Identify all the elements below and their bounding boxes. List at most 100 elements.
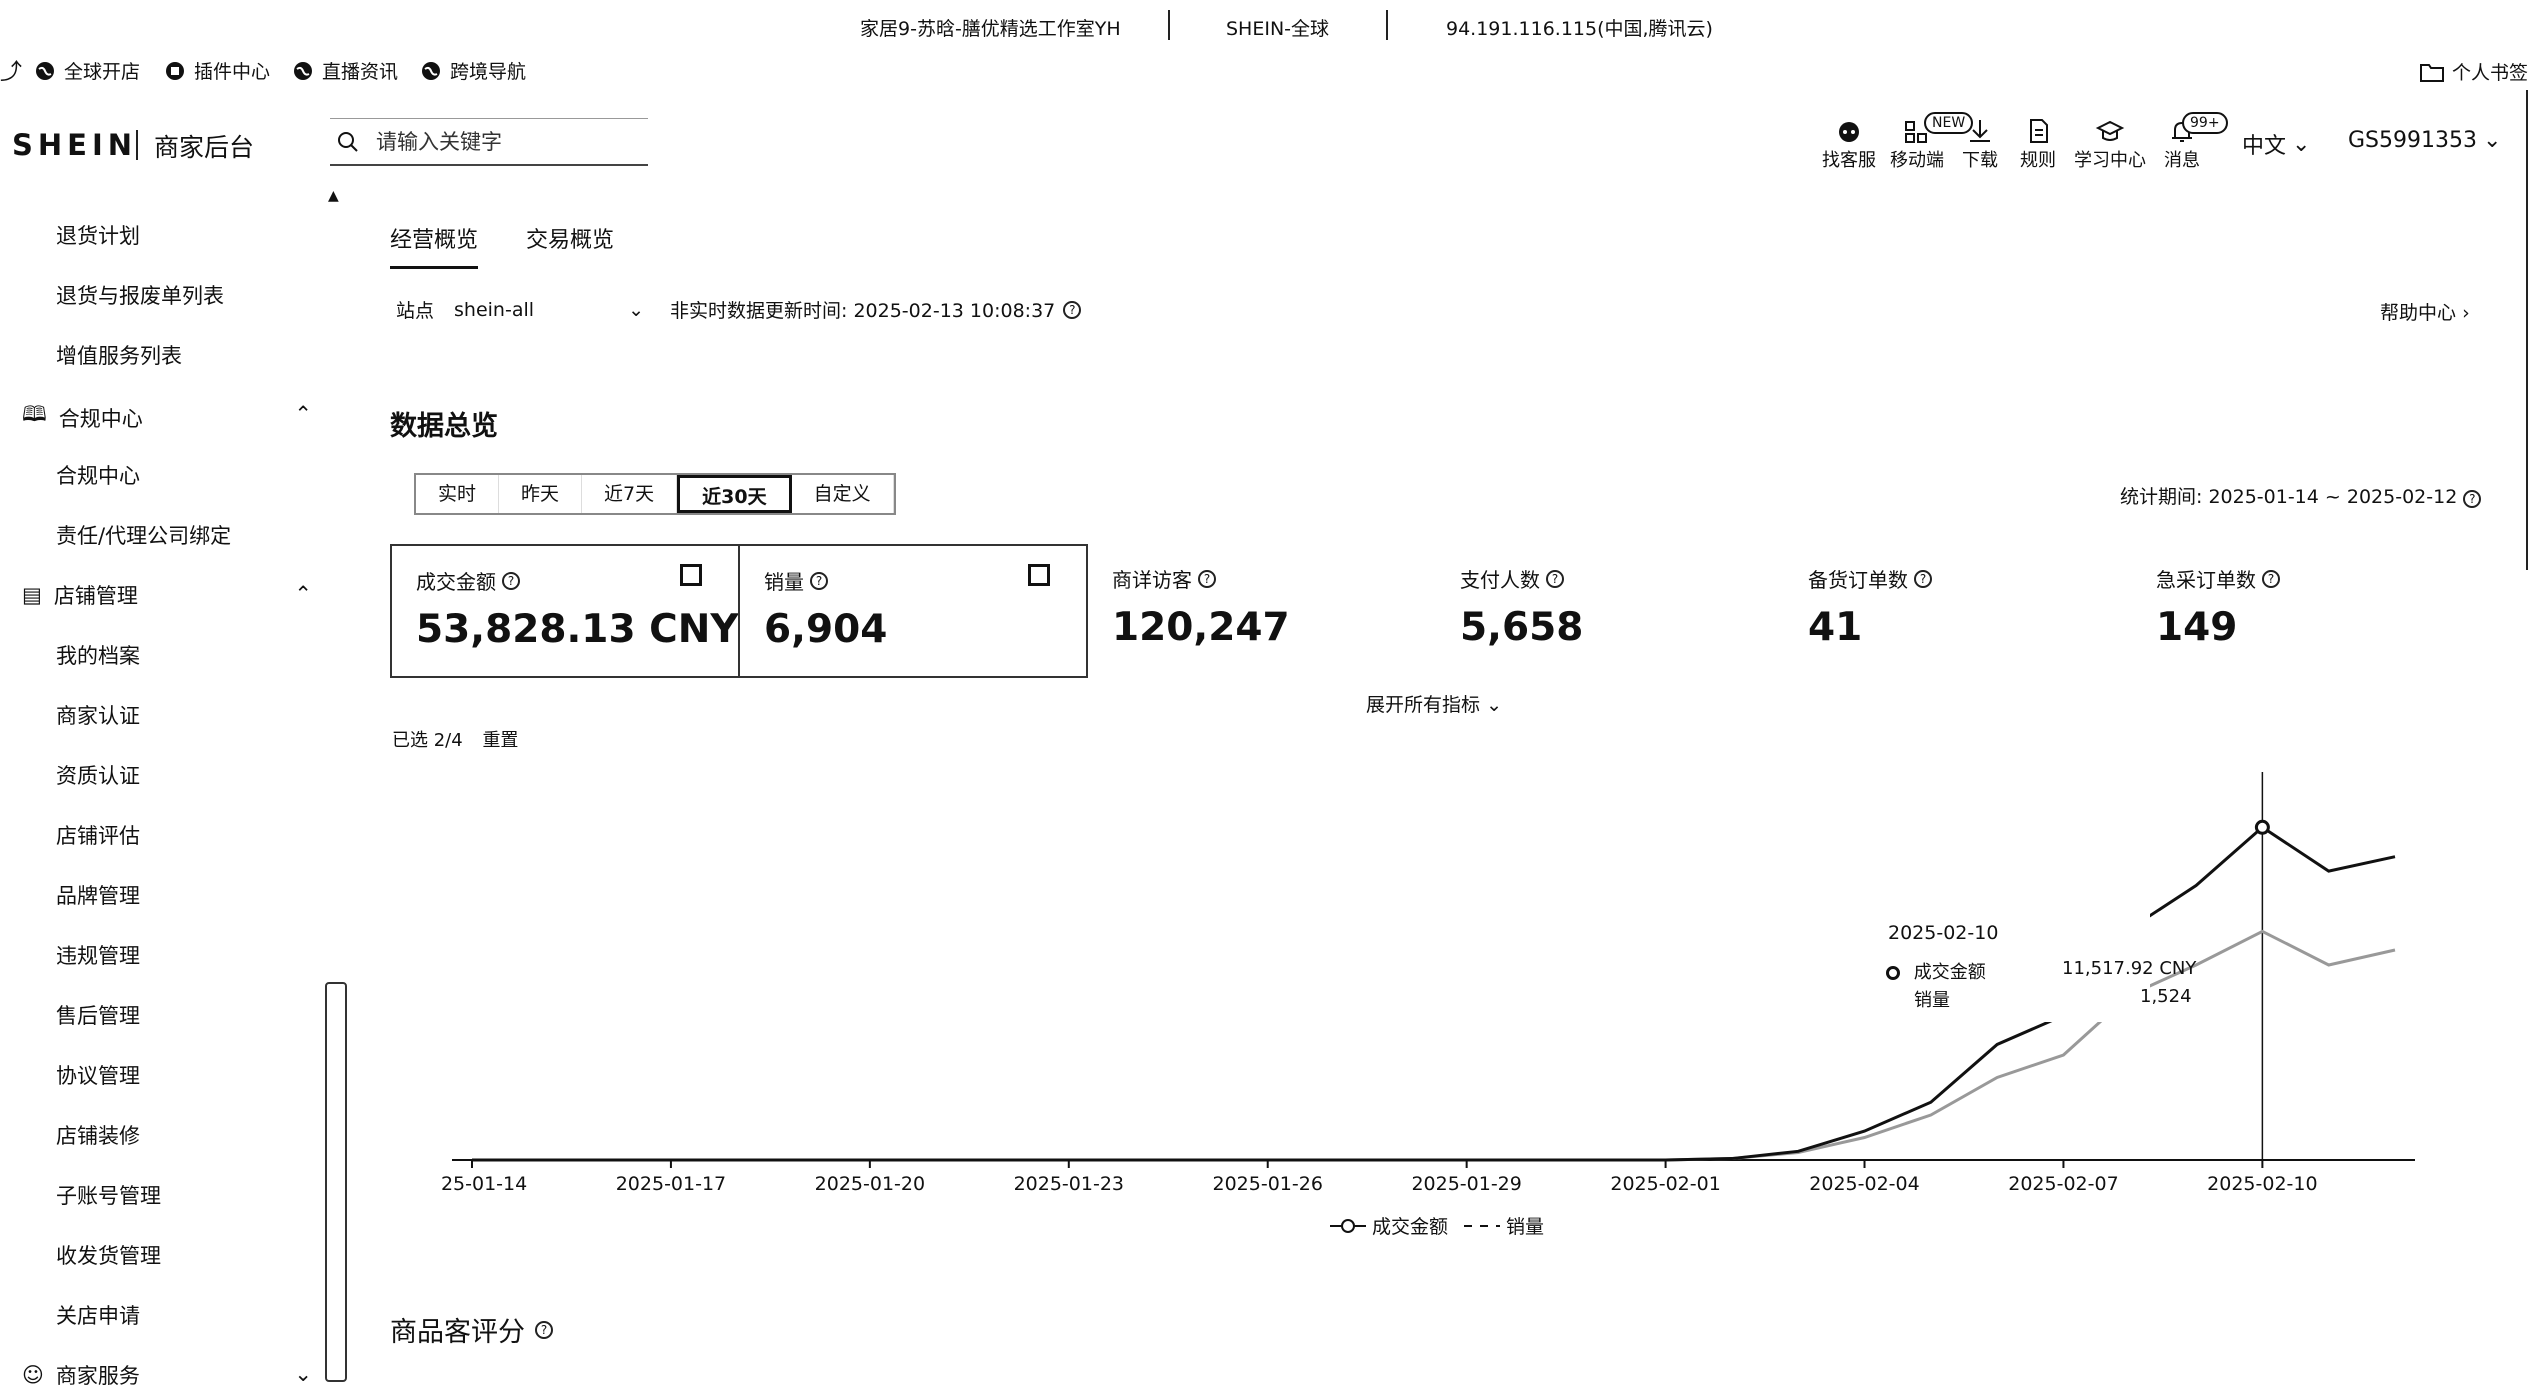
- tooltip-value: 1,524: [2140, 986, 2192, 1007]
- chevron-down-icon: ⌄: [2292, 131, 2311, 157]
- selected-count: 已选 2/4: [392, 730, 463, 751]
- metric-value: 120,247: [1112, 605, 1290, 650]
- platform-name: SHEIN-全球: [1226, 18, 1330, 40]
- scroll-up-icon[interactable]: ▲: [328, 188, 339, 204]
- sidebar-item[interactable]: 售后管理: [56, 1004, 140, 1028]
- metric-card-stock-orders[interactable]: 备货订单数? 41: [1784, 544, 2124, 678]
- store-icon: ▤: [22, 583, 42, 607]
- metric-label: 商详访客: [1112, 568, 1192, 592]
- bookmark-item[interactable]: 直播资讯: [292, 57, 398, 84]
- sidebar-item[interactable]: 品牌管理: [56, 884, 140, 908]
- sidebar-item[interactable]: 店铺装修: [56, 1124, 140, 1148]
- service-icon: ☺: [22, 1363, 44, 1387]
- sidebar-item-compliance-center[interactable]: 合规中心: [56, 464, 140, 488]
- tab-transaction-overview[interactable]: 交易概览: [526, 228, 615, 253]
- help-icon[interactable]: ?: [810, 571, 828, 590]
- sidebar-item-agent-binding[interactable]: 责任/代理公司绑定: [56, 524, 232, 548]
- help-icon[interactable]: ?: [535, 1320, 553, 1339]
- help-icon[interactable]: ?: [1546, 569, 1564, 588]
- tab-business-overview[interactable]: 经营概览: [390, 222, 479, 269]
- sidebar-item-return-list[interactable]: 退货与报废单列表: [56, 284, 224, 308]
- customer-service-button[interactable]: 找客服: [1822, 116, 1876, 172]
- legend-item[interactable]: 成交金额: [1330, 1212, 1448, 1239]
- sidebar-item[interactable]: 关店申请: [56, 1304, 140, 1328]
- account-name: GS5991353: [2348, 128, 2477, 153]
- search-box[interactable]: [330, 118, 648, 166]
- metric-card-visitors[interactable]: 商详访客? 120,247: [1088, 544, 1428, 678]
- metric-card-urgent-orders[interactable]: 急采订单数? 149: [2132, 544, 2472, 678]
- sidebar-group-store[interactable]: ▤ 店铺管理 ⌃: [22, 580, 312, 610]
- range-custom[interactable]: 自定义: [791, 475, 894, 513]
- help-center-link[interactable]: 帮助中心 ›: [2380, 298, 2470, 325]
- sidebar-item[interactable]: 子账号管理: [56, 1184, 161, 1208]
- download-button[interactable]: 下载: [1962, 116, 1998, 172]
- range-30days[interactable]: 近30天: [677, 475, 792, 513]
- group-label: 商家服务: [55, 1364, 140, 1388]
- sidebar-item[interactable]: 资质认证: [56, 764, 140, 788]
- sidebar-item-return-plan[interactable]: 退货计划: [56, 224, 140, 248]
- rules-button[interactable]: 规则: [2020, 116, 2056, 172]
- bookmark-label: 直播资讯: [322, 61, 399, 83]
- language-label: 中文: [2242, 134, 2287, 159]
- help-icon[interactable]: ?: [2262, 569, 2280, 588]
- export-icon[interactable]: ⤴: [0, 60, 23, 85]
- bookmark-item[interactable]: 全球开店: [34, 57, 140, 84]
- tooltip-box: [1865, 912, 2150, 1022]
- sidebar-item[interactable]: 店铺评估: [56, 824, 140, 848]
- metric-label: 成交金额: [416, 570, 496, 594]
- section-title: 数据总览: [390, 411, 498, 442]
- metric-card-buyers[interactable]: 支付人数? 5,658: [1436, 544, 1776, 678]
- sidebar-group-compliance[interactable]: 🕮 合规中心 ⌃: [22, 400, 312, 435]
- range-yesterday[interactable]: 昨天: [499, 475, 583, 513]
- x-tick-label: 2025-02-04: [1809, 1173, 1919, 1195]
- unread-badge: 99+: [2182, 112, 2228, 134]
- search-icon: [338, 131, 358, 152]
- folder-icon: [2420, 63, 2444, 82]
- metric-card-gmv[interactable]: 成交金额? 53,828.13 CNY: [390, 544, 740, 678]
- globe-icon: [294, 61, 312, 80]
- help-icon[interactable]: ?: [1914, 569, 1932, 588]
- metric-label: 销量: [764, 570, 804, 594]
- period-text: 统计期间: 2025-01-14 ~ 2025-02-12: [2120, 486, 2458, 508]
- sidebar: 退货计划 退货与报废单列表 增值服务列表 🕮 合规中心 ⌃ 合规中心 责任/代理…: [0, 200, 340, 1393]
- group-label: 店铺管理: [53, 584, 138, 608]
- reset-button[interactable]: 重置: [482, 730, 519, 751]
- help-icon[interactable]: ?: [1063, 300, 1082, 319]
- language-select[interactable]: 中文 ⌄: [2242, 128, 2310, 160]
- stat-period: 统计期间: 2025-01-14 ~ 2025-02-12 ?: [2120, 482, 2482, 509]
- personal-bookmarks[interactable]: 个人书签: [2420, 58, 2528, 85]
- help-icon[interactable]: ?: [502, 571, 520, 590]
- checked-icon[interactable]: [680, 564, 702, 586]
- tool-label: 下载: [1962, 150, 1998, 171]
- sidebar-item[interactable]: 商家认证: [56, 704, 140, 728]
- trend-chart[interactable]: 2025-01-14 2025-01-17 2025-01-20 2025-01-23…: [440, 760, 2450, 1240]
- sidebar-item[interactable]: 协议管理: [56, 1064, 140, 1088]
- bookmark-item[interactable]: 插件中心: [164, 57, 270, 84]
- messages-button[interactable]: 消息 99+: [2164, 112, 2228, 172]
- personal-bookmarks-label: 个人书签: [2452, 62, 2529, 84]
- metric-card-sales[interactable]: 销量? 6,904: [738, 544, 1088, 678]
- app-header: SHEIN 商家后台 找客服 移动端 NEW 下载 规则 学习中心 消息 99+…: [0, 108, 2535, 178]
- sidebar-item[interactable]: 收发货管理: [56, 1244, 161, 1268]
- mobile-button[interactable]: 移动端 NEW: [1890, 112, 1974, 172]
- sidebar-item[interactable]: 违规管理: [56, 944, 140, 968]
- range-7days[interactable]: 近7天: [582, 475, 678, 513]
- expand-all-metrics[interactable]: 展开所有指标 ⌄: [1366, 690, 1502, 717]
- bookmark-item[interactable]: 跨境导航: [420, 57, 526, 84]
- legend-item[interactable]: 销量: [1464, 1212, 1544, 1239]
- account-menu[interactable]: GS5991353 ⌄: [2348, 128, 2501, 153]
- search-input[interactable]: [376, 129, 616, 154]
- range-realtime[interactable]: 实时: [416, 475, 500, 513]
- scrollbar[interactable]: [325, 982, 347, 1382]
- page-scrollbar[interactable]: [2526, 90, 2528, 570]
- learning-center-button[interactable]: 学习中心: [2074, 116, 2146, 172]
- metric-value: 6,904: [764, 607, 888, 652]
- sidebar-item-value-added[interactable]: 增值服务列表: [56, 344, 182, 368]
- sidebar-item[interactable]: 我的档案: [56, 644, 140, 668]
- help-icon[interactable]: ?: [2463, 490, 2482, 508]
- help-icon[interactable]: ?: [1198, 569, 1216, 588]
- checked-icon[interactable]: [1028, 564, 1050, 586]
- site-select[interactable]: shein-all ⌄: [454, 299, 644, 321]
- metric-label: 急采订单数: [2156, 568, 2256, 592]
- sidebar-group-service[interactable]: ☺ 商家服务 ⌄: [22, 1360, 312, 1390]
